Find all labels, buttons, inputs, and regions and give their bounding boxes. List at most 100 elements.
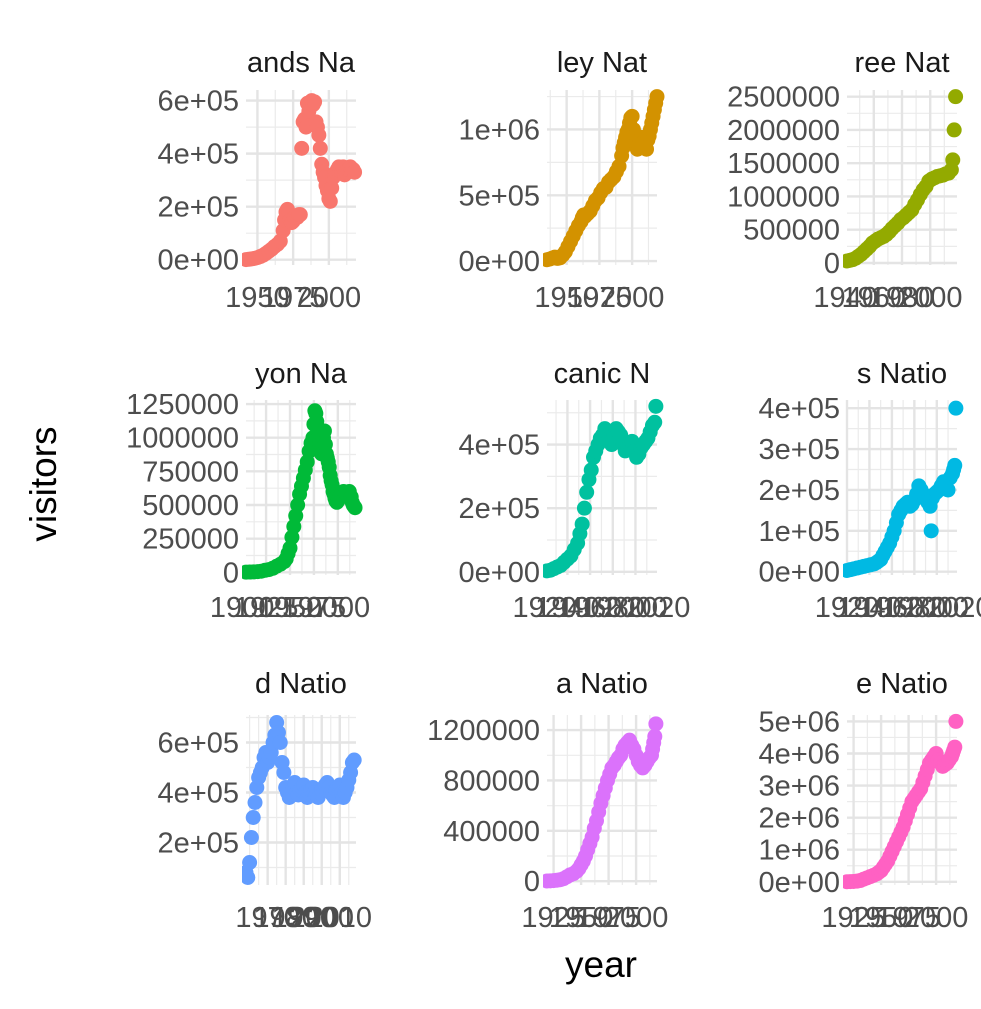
y-tick-label: 5e+06 <box>759 706 840 738</box>
data-point <box>647 414 663 430</box>
x-tick-label: 1970 <box>235 902 300 934</box>
y-tick-label: 5e+05 <box>459 180 540 212</box>
data-point <box>948 89 964 105</box>
facet-strip-title: a Natio <box>556 668 648 700</box>
facet-strip-title: canic N <box>554 358 651 390</box>
data-point <box>940 482 956 498</box>
points-layer <box>543 716 664 889</box>
x-tick-label: 1980 <box>882 592 947 624</box>
x-tick-label: 1975 <box>261 282 326 314</box>
data-point <box>322 193 338 209</box>
x-tick-label: 2000 <box>905 592 970 624</box>
y-tick-label: 2000000 <box>727 115 840 147</box>
x-tick-label: 1900 <box>210 592 275 624</box>
data-point <box>307 94 323 110</box>
x-tick-label: 1960 <box>842 282 907 314</box>
panel-background <box>847 715 957 885</box>
data-point <box>648 398 664 414</box>
y-tick-label: 0 <box>223 557 239 589</box>
data-point <box>347 164 363 180</box>
y-tick-label: 500000 <box>743 215 840 247</box>
x-tick-label: 1975 <box>282 592 347 624</box>
x-tick-label: 2000 <box>898 282 963 314</box>
y-tick-label: 750000 <box>142 456 239 488</box>
panel-background <box>547 90 657 265</box>
points-layer <box>843 89 964 269</box>
y-axis-title: visitors <box>23 426 64 541</box>
x-tick-label: 2010 <box>308 902 373 934</box>
x-tick-label: 1975 <box>576 902 641 934</box>
facet-strip-title: s Natio <box>857 358 947 390</box>
x-tick-label: 1950 <box>225 282 290 314</box>
y-tick-label: 0e+00 <box>459 557 540 589</box>
facet-strip-title: yon Na <box>255 358 348 390</box>
x-tick-label: 1925 <box>234 592 299 624</box>
x-tick-label: 1975 <box>876 902 941 934</box>
y-tick-label: 3e+05 <box>759 434 840 466</box>
x-tick-label: 1980 <box>581 592 646 624</box>
x-tick-label: 2000 <box>600 282 665 314</box>
points-layer <box>543 89 665 268</box>
facet-strip-title: e Natio <box>856 668 948 700</box>
points-layer <box>242 715 362 885</box>
data-point <box>583 462 599 478</box>
data-point <box>947 457 963 473</box>
y-tick-label: 500000 <box>142 490 239 522</box>
data-point <box>574 516 590 532</box>
x-tick-label: 2000 <box>306 592 371 624</box>
data-point <box>311 127 327 143</box>
data-point <box>923 523 939 539</box>
points-layer <box>543 398 664 579</box>
x-tick-label: 2000 <box>603 592 668 624</box>
y-tick-label: 2e+06 <box>759 803 840 835</box>
data-point <box>316 423 332 439</box>
x-tick-label: 1980 <box>253 902 318 934</box>
x-tick-label: 1920 <box>512 592 577 624</box>
y-tick-label: 0e+00 <box>459 246 540 278</box>
data-point <box>947 739 963 755</box>
x-tick-label: 1960 <box>558 592 623 624</box>
data-point <box>242 870 256 885</box>
x-tick-label: 1960 <box>860 592 925 624</box>
data-point <box>579 484 595 500</box>
x-tick-label: 1920 <box>815 592 880 624</box>
y-tick-label: 0 <box>824 248 840 280</box>
data-point <box>243 830 259 845</box>
x-tick-label: 2000 <box>904 902 969 934</box>
facet-strip-title: ands Na <box>247 47 356 79</box>
y-tick-label: 2e+05 <box>459 493 540 525</box>
y-tick-label: 1500000 <box>727 148 840 180</box>
facet-strip-title: ley Nat <box>557 47 647 79</box>
data-point <box>648 716 664 732</box>
y-tick-label: 6e+05 <box>158 728 239 760</box>
data-point <box>294 140 310 156</box>
data-point <box>245 810 261 825</box>
y-tick-label: 4e+05 <box>459 430 540 462</box>
data-point <box>948 400 964 416</box>
x-tick-label: 1940 <box>813 282 878 314</box>
x-tick-label: 2020 <box>626 592 691 624</box>
y-tick-label: 2500000 <box>727 82 840 114</box>
data-point <box>272 735 288 750</box>
y-tick-label: 4e+05 <box>759 393 840 425</box>
x-tick-label: 1990 <box>271 902 336 934</box>
y-tick-label: 1200000 <box>427 715 540 747</box>
x-tick-label: 1950 <box>849 902 914 934</box>
points-layer <box>843 713 964 890</box>
data-point <box>948 713 964 729</box>
data-point <box>647 728 663 744</box>
y-tick-label: 4e+06 <box>759 738 840 770</box>
y-tick-label: 4e+05 <box>158 139 239 171</box>
x-tick-label: 2000 <box>297 282 362 314</box>
y-tick-label: 2e+05 <box>158 192 239 224</box>
panel-grid <box>547 715 657 885</box>
facet-strip-title: d Natio <box>255 668 347 700</box>
y-tick-label: 1e+05 <box>759 516 840 548</box>
x-tick-label: 2020 <box>927 592 981 624</box>
y-tick-label: 250000 <box>142 524 239 556</box>
x-tick-label: 1925 <box>521 902 586 934</box>
